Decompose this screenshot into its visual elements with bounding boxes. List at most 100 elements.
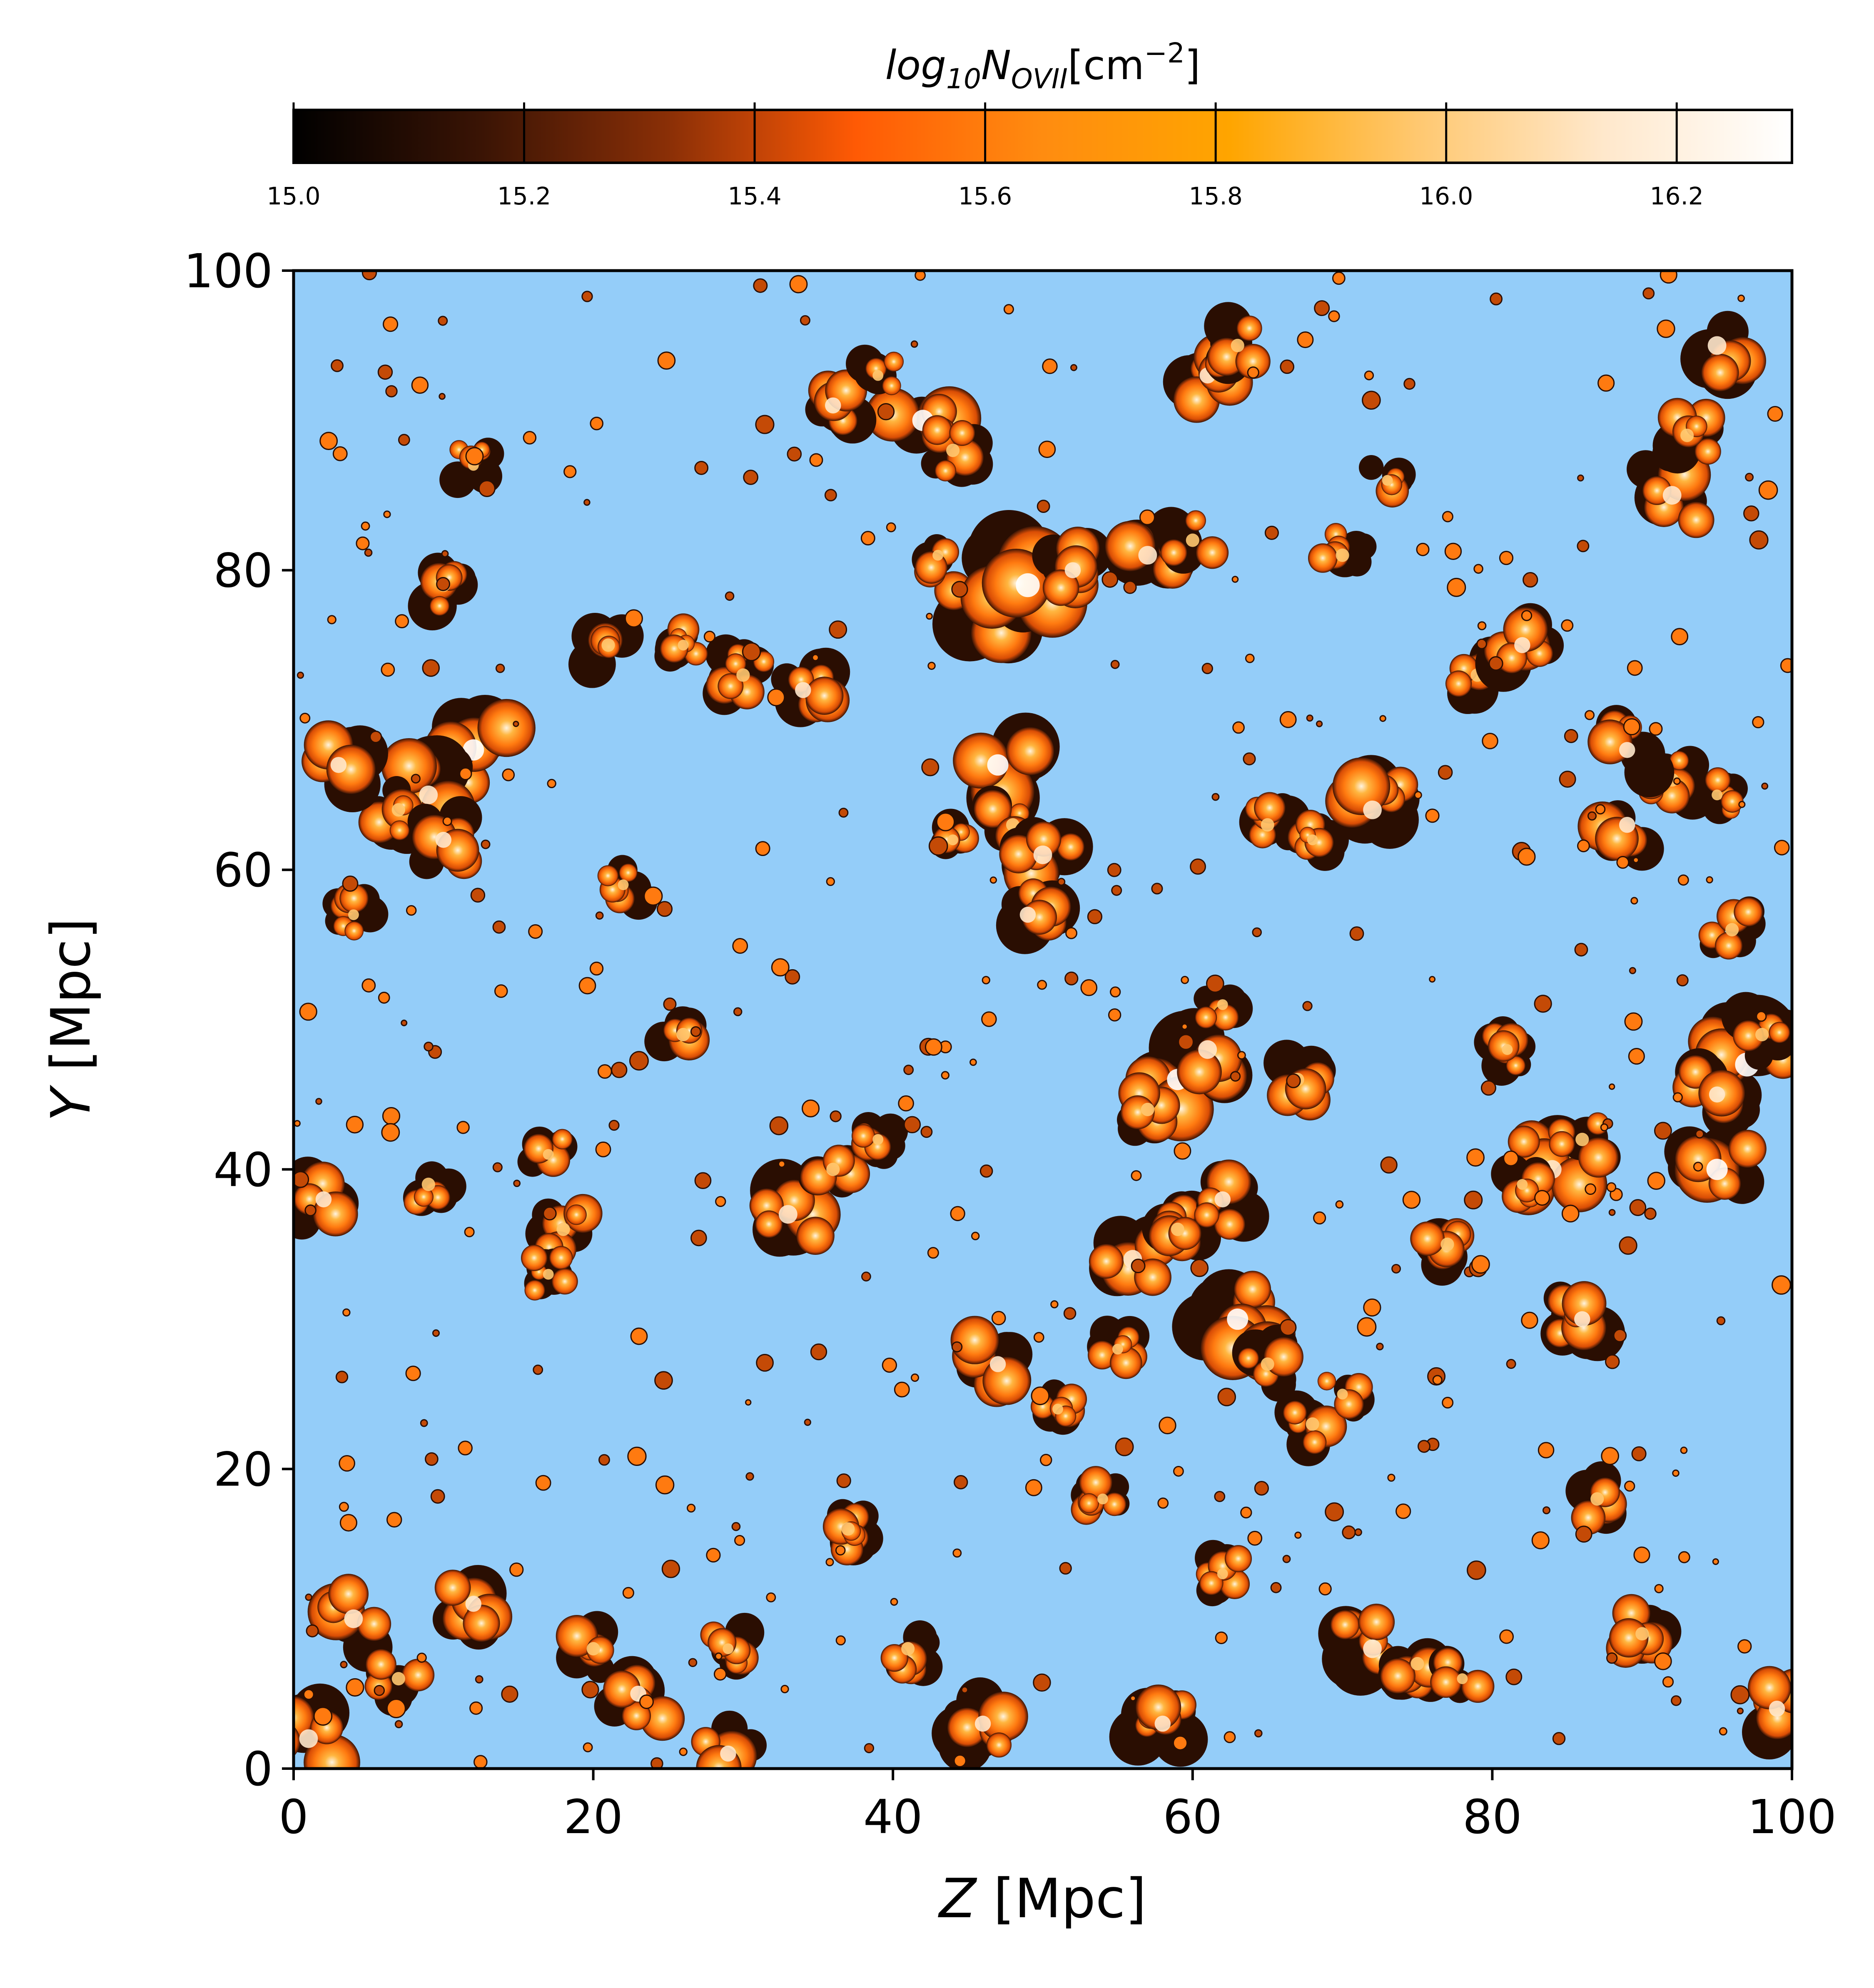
speck — [469, 1701, 483, 1715]
cluster-blob — [1079, 1493, 1099, 1513]
speck — [339, 1455, 355, 1472]
speck — [1425, 809, 1440, 823]
speck — [1080, 979, 1098, 996]
speck — [755, 415, 775, 434]
speck — [1654, 1122, 1672, 1140]
speck — [1628, 1048, 1645, 1065]
cluster-core — [1033, 845, 1052, 864]
cluster — [1378, 1638, 1452, 1702]
cluster-blob — [552, 1129, 573, 1150]
cluster-core — [1635, 1627, 1649, 1641]
speck — [650, 1757, 663, 1769]
cluster-core — [1052, 1403, 1063, 1415]
speck — [713, 1667, 727, 1681]
cluster-core — [1662, 486, 1682, 505]
cluster — [556, 1611, 618, 1683]
speck — [523, 431, 537, 445]
speck — [377, 364, 393, 380]
speck — [432, 1329, 440, 1337]
speck — [961, 1686, 969, 1694]
cluster-blob — [1160, 539, 1187, 566]
speck — [1608, 1209, 1616, 1216]
speck — [411, 774, 421, 784]
speck — [416, 1652, 427, 1663]
cluster-core — [1186, 533, 1199, 547]
cluster-core — [1382, 475, 1393, 486]
speck — [1174, 1142, 1191, 1160]
cluster — [1680, 311, 1766, 399]
colorbar-label: log10NOVII[cm−2] — [885, 37, 1201, 95]
cluster-blob — [1410, 1221, 1445, 1256]
speck — [1774, 840, 1790, 856]
cluster-core — [872, 370, 884, 381]
speck — [824, 489, 837, 502]
speck — [374, 1684, 385, 1696]
cluster-blob — [1254, 792, 1286, 824]
cluster-core — [1410, 1657, 1424, 1671]
cluster-core — [872, 1134, 884, 1145]
cluster-core — [723, 1643, 734, 1655]
speck — [835, 1545, 846, 1556]
speck — [877, 403, 895, 420]
cluster-core — [1064, 562, 1081, 578]
cluster-core — [1154, 1715, 1171, 1732]
speck — [643, 886, 663, 906]
speck — [383, 316, 399, 332]
speck — [910, 340, 918, 348]
speck — [581, 1681, 599, 1699]
cluster-blob — [1445, 670, 1472, 697]
cluster-blob — [1236, 315, 1262, 341]
speck — [928, 836, 948, 856]
speck — [383, 510, 391, 518]
speck — [611, 1062, 628, 1078]
speck — [1680, 1446, 1688, 1454]
speck — [1499, 550, 1514, 565]
cluster — [1239, 792, 1310, 851]
speck — [381, 1123, 400, 1142]
speck — [583, 499, 591, 506]
speck — [1059, 1562, 1072, 1575]
speck — [1357, 1317, 1377, 1337]
cluster-edge — [1350, 533, 1377, 560]
cluster — [1274, 1390, 1347, 1466]
speck — [1131, 1259, 1146, 1274]
speck — [364, 548, 373, 557]
speck — [1613, 1329, 1627, 1343]
speck — [1190, 1259, 1209, 1277]
speck — [1737, 1639, 1752, 1654]
speck — [1050, 1300, 1059, 1309]
cluster-blob — [430, 596, 450, 616]
speck — [422, 659, 440, 677]
speck — [1671, 628, 1689, 645]
speck — [1706, 876, 1713, 883]
cluster-blob — [1177, 1049, 1222, 1095]
cluster — [1587, 705, 1675, 798]
cluster — [1318, 1603, 1397, 1696]
speck — [1379, 715, 1386, 722]
speck — [1429, 976, 1436, 983]
cluster-blob — [622, 1701, 651, 1730]
x-tick-label: 100 — [1747, 1790, 1837, 1844]
speck — [535, 1475, 551, 1491]
speck — [1438, 765, 1453, 780]
speck — [378, 991, 390, 1004]
cluster-core — [825, 397, 841, 414]
speck — [313, 1707, 333, 1726]
cluster-blob — [1747, 1666, 1792, 1709]
cluster-core — [1574, 1311, 1590, 1327]
speck — [979, 1164, 993, 1178]
y-tick-label: 100 — [184, 244, 273, 299]
cluster — [1577, 800, 1664, 871]
cluster-core — [1141, 1102, 1154, 1116]
cluster-core — [1619, 817, 1635, 833]
speck — [1363, 1298, 1381, 1317]
speck — [492, 920, 506, 934]
speck — [304, 1204, 316, 1217]
speck — [1595, 804, 1606, 815]
cluster-blob — [796, 1217, 835, 1255]
cluster — [1428, 1646, 1495, 1703]
speck — [1003, 304, 1014, 315]
cluster-blob — [1701, 353, 1739, 391]
speck — [456, 1121, 470, 1134]
cluster-blob — [1042, 569, 1079, 606]
